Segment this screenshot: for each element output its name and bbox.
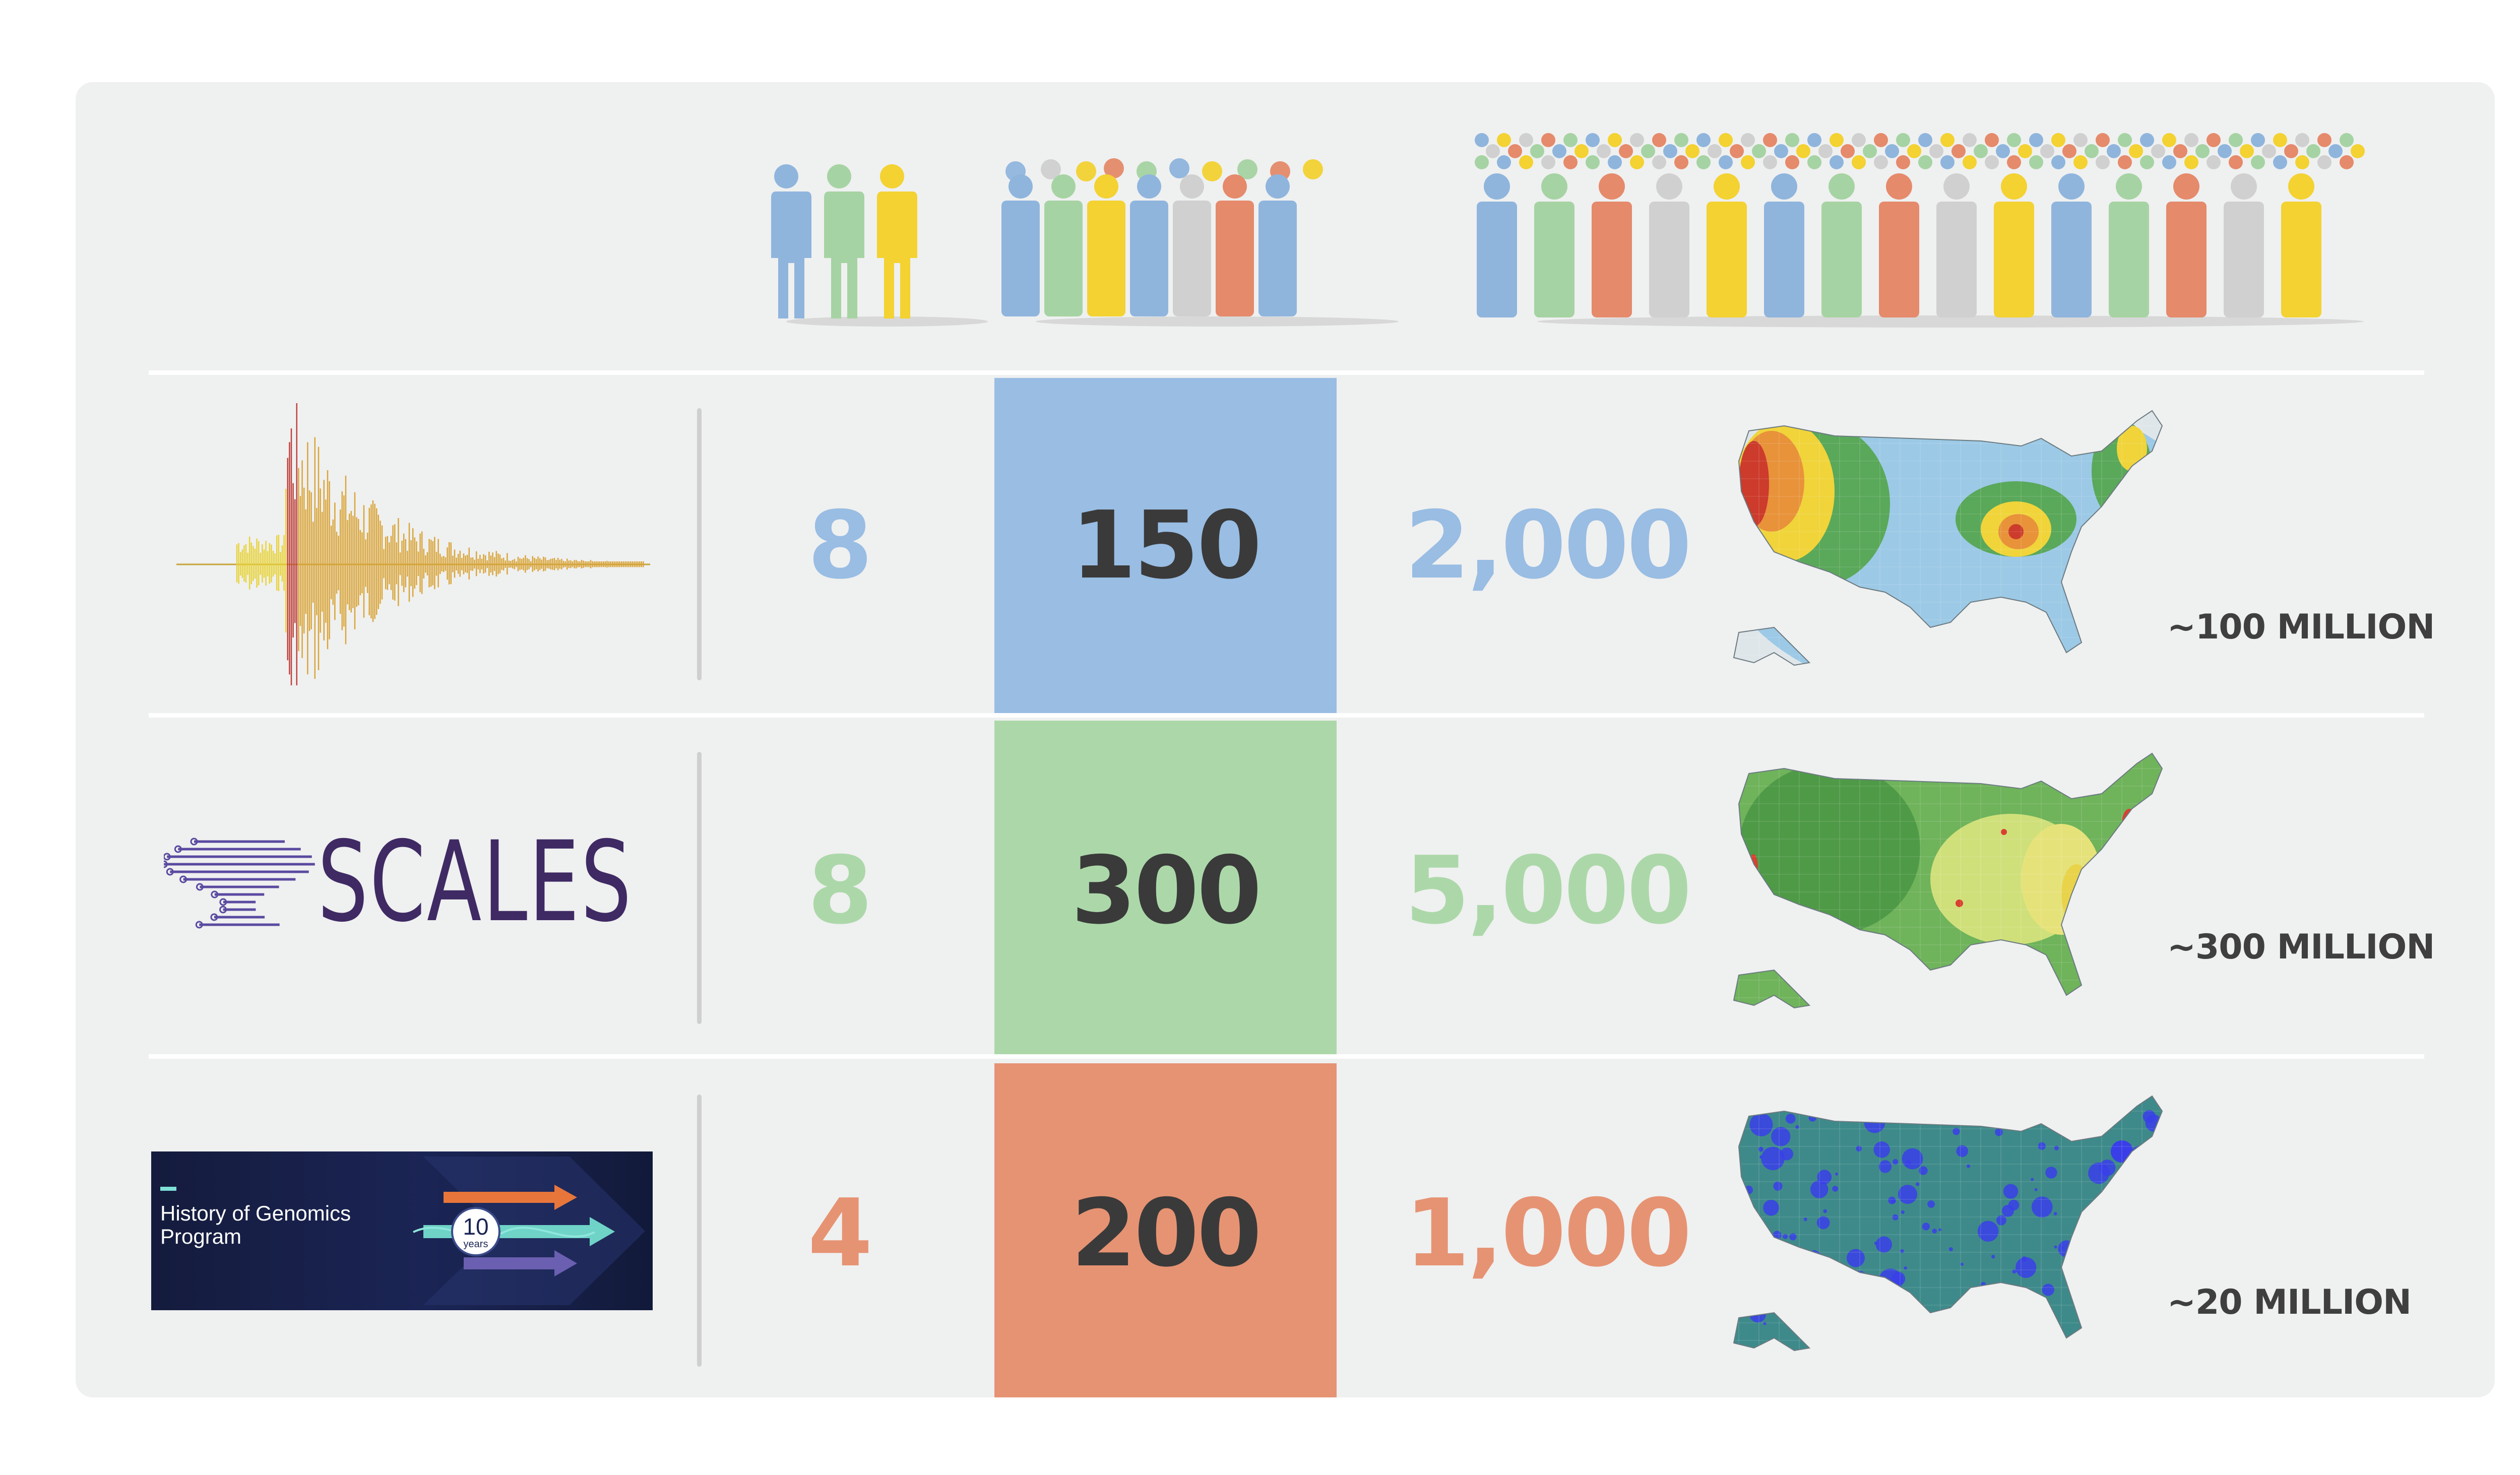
us-population-density-map <box>1733 752 2163 1009</box>
medium-count-cell-orange <box>994 1063 1337 1397</box>
banner-arrows-graphic <box>413 1157 645 1305</box>
small-group-people-icon <box>766 164 988 327</box>
badge-number: 10 <box>463 1213 489 1240</box>
row2-population-label: ~300 MILLION <box>2167 927 2435 967</box>
medium-group-people-icon <box>1001 158 1399 327</box>
row2-small-count: 8 <box>807 836 873 945</box>
row3-large-count: 1,000 <box>1405 1179 1691 1288</box>
row1-population-label: ~100 MILLION <box>2167 607 2435 647</box>
row3-population-label: ~20 MILLION <box>2167 1282 2412 1322</box>
row2-large-count: 5,000 <box>1405 836 1691 945</box>
medium-count-cell-blue <box>994 378 1337 713</box>
history-of-genomics-banner: History of Genomics Program 10 years <box>151 1151 653 1310</box>
row1-small-count: 8 <box>807 491 873 600</box>
large-crowd-people-icon <box>1475 133 2365 328</box>
row1-large-count: 2,000 <box>1405 491 1691 600</box>
banner-title: History of Genomics Program <box>160 1201 351 1248</box>
row-divider <box>149 370 2424 375</box>
scales-logo-text: SCALES <box>318 817 633 946</box>
row-divider <box>149 713 2424 718</box>
us-seismic-hazard-map <box>1733 410 2163 666</box>
us-county-bubble-map <box>1733 1095 2163 1352</box>
medium-count-cell-green <box>994 721 1337 1054</box>
row3-small-count: 4 <box>807 1179 873 1288</box>
column-divider <box>697 1095 702 1367</box>
banner-accent-bar <box>160 1187 176 1191</box>
badge-years-text: years <box>463 1239 488 1250</box>
scales-logo <box>164 838 315 929</box>
banner-ten-years-badge: 10 years <box>451 1207 500 1256</box>
column-divider <box>697 752 702 1024</box>
row3-medium-count: 200 <box>1071 1179 1262 1288</box>
row-divider <box>149 1054 2424 1059</box>
seismogram-waveform-icon <box>176 403 650 685</box>
row1-medium-count: 150 <box>1071 491 1262 600</box>
row2-medium-count: 300 <box>1071 836 1262 945</box>
column-divider <box>697 408 702 680</box>
